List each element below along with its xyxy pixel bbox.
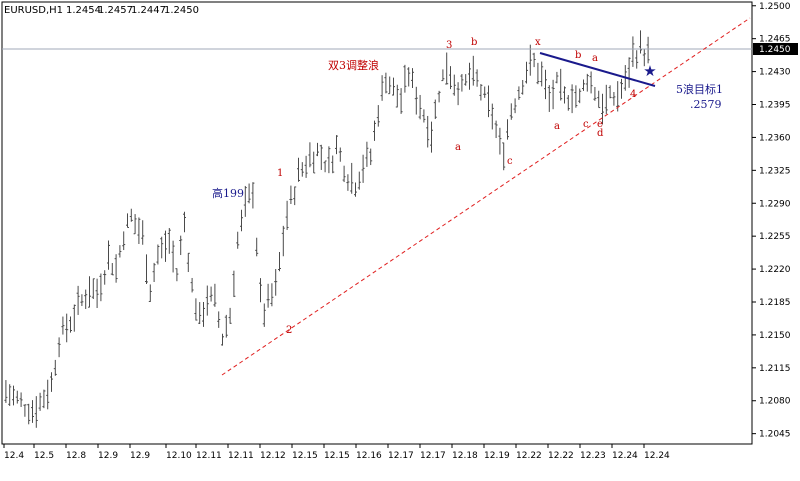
close-value: 1.2450 [164, 5, 199, 16]
wave-label: 2 [286, 325, 292, 336]
y-tick-label: 1.2465 [759, 35, 791, 45]
x-tick-label: 12.15 [324, 451, 350, 461]
x-tick-label: 12.16 [356, 451, 382, 461]
x-tick-label: 12.17 [420, 451, 446, 461]
wave-label: 4 [630, 89, 636, 100]
x-tick-label: 12.10 [166, 451, 192, 461]
x-tick-label: 12.22 [548, 451, 574, 461]
y-tick-label: 1.2395 [759, 101, 791, 111]
x-tick-label: 12.24 [644, 451, 670, 461]
low-value: 1.2447 [131, 5, 166, 16]
current-price-box [753, 43, 798, 55]
trendline-solid [539, 52, 656, 87]
x-tick-label: 12.9 [98, 451, 118, 461]
wave-label: e [597, 119, 603, 130]
note-target-line2: .2579 [690, 98, 722, 111]
y-tick-label: 1.2150 [759, 331, 791, 341]
y-tick-label: 1.2500 [759, 2, 791, 12]
y-tick-label: 1.2360 [759, 133, 791, 143]
y-tick-label: 1.2185 [759, 298, 791, 308]
symbol-label: EURUSD,H1 [4, 5, 63, 16]
y-tick-label: 1.2325 [759, 166, 791, 176]
wave-label: 1 [277, 168, 283, 179]
x-tick-label: 12.4 [4, 451, 24, 461]
x-tick-label: 12.17 [388, 451, 414, 461]
wave-label: 3 [446, 40, 452, 51]
current-price-label: 1.2450 [759, 45, 791, 55]
wave-label: a [554, 121, 560, 132]
y-tick-label: 1.2430 [759, 68, 791, 78]
x-tick-label: 12.23 [580, 451, 606, 461]
plot-border [1, 1, 753, 445]
x-tick-label: 12.8 [66, 451, 86, 461]
trendline-dashed [221, 17, 751, 376]
x-tick-label: 12.9 [130, 451, 150, 461]
high-value: 1.2457 [98, 5, 133, 16]
wave-label: d [597, 128, 604, 139]
wave-label: a [592, 53, 598, 64]
y-axis: 1.2500 1.2465 1.2430 1.2395 1.2360 1.2325 1.22… [752, 2, 791, 440]
y-tick-label: 1.2255 [759, 232, 791, 242]
x-tick-label: 12.11 [228, 451, 254, 461]
open-value: 1.2454 [66, 5, 101, 16]
x-tick-label: 12.5 [34, 451, 54, 461]
x-tick-label: 12.15 [292, 451, 318, 461]
note-gao199: 高199 [212, 186, 244, 200]
wave-label: b [575, 50, 581, 61]
x-tick-label: 12.11 [196, 451, 222, 461]
y-tick-label: 1.2220 [759, 265, 791, 275]
wave-label: b [471, 37, 477, 48]
target-star-icon: ★ [643, 62, 656, 80]
wave-label: c [583, 119, 589, 130]
x-tick-label: 12.19 [484, 451, 510, 461]
x-tick-label: 12.24 [612, 451, 638, 461]
wave-label: c [507, 156, 513, 167]
x-tick-label: 12.22 [516, 451, 542, 461]
y-tick-label: 1.2290 [759, 199, 791, 209]
chart-header: EURUSD,H1 1.2454 1.2457 1.2447 1.2450 [4, 5, 199, 16]
x-axis: 12.4 12.5 12.8 12.9 12.9 12.10 12.11 12.11 12.12… [3, 444, 670, 461]
price-bars [4, 30, 650, 428]
y-tick-label: 1.2080 [759, 397, 791, 407]
wave-label: x [535, 37, 541, 48]
note-target-line1: 5浪目标1 [676, 82, 723, 96]
y-tick-label: 1.2115 [759, 364, 791, 374]
wave-label: a [455, 142, 461, 153]
x-tick-label: 12.18 [452, 451, 478, 461]
x-tick-label: 12.12 [260, 451, 286, 461]
y-tick-label: 1.2045 [759, 430, 791, 440]
note-double3: 双3调整浪 [328, 58, 379, 72]
